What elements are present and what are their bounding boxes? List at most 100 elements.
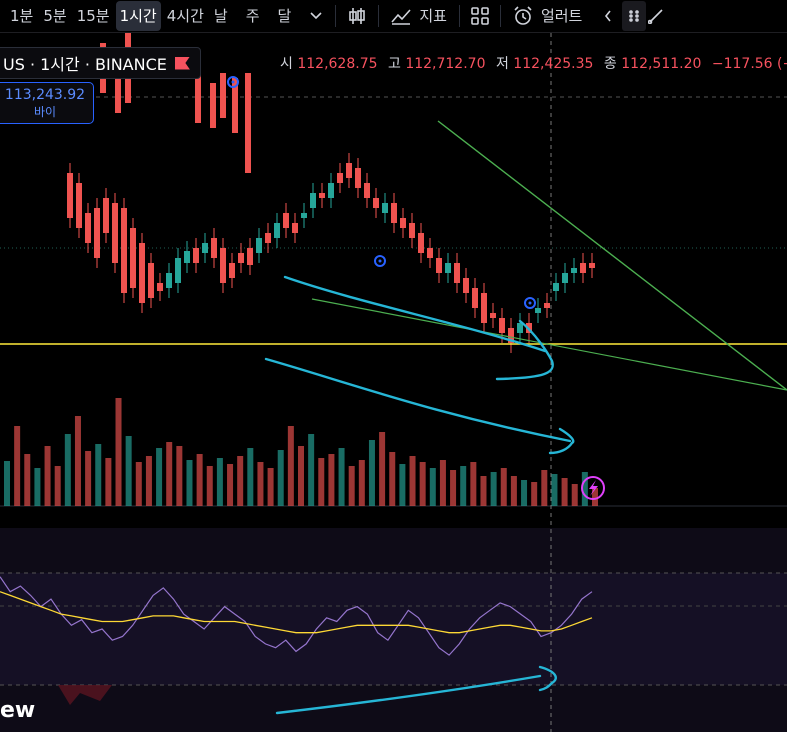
volume-bar bbox=[64, 434, 71, 506]
candle-body bbox=[85, 213, 91, 243]
flag-icon[interactable] bbox=[174, 56, 190, 70]
candle-body bbox=[238, 253, 244, 263]
chevron-down-icon[interactable] bbox=[305, 1, 327, 31]
candle-body bbox=[319, 193, 325, 198]
volume-bar bbox=[460, 466, 467, 506]
volume-bar bbox=[581, 472, 588, 506]
candle-body bbox=[232, 78, 238, 133]
volume-bar bbox=[358, 460, 365, 506]
timeframe-5[interactable]: 날 bbox=[213, 7, 228, 25]
candle-body bbox=[139, 243, 145, 303]
timeframe-3[interactable]: 1시간 bbox=[115, 1, 161, 31]
chevron-left-icon[interactable] bbox=[598, 1, 618, 31]
volume-bar bbox=[338, 448, 345, 506]
alerts-button[interactable]: 얼러트 bbox=[540, 7, 583, 25]
timeframe-1[interactable]: 5분 bbox=[43, 7, 67, 25]
candle-body bbox=[328, 183, 334, 198]
buy-order-button[interactable]: 113,243.92 바이 bbox=[0, 82, 94, 124]
alarm-clock-icon[interactable] bbox=[509, 1, 537, 31]
volume-bar bbox=[74, 416, 81, 506]
volume-bar bbox=[531, 482, 538, 506]
volume-bar bbox=[368, 440, 375, 506]
volume-bar bbox=[176, 446, 183, 506]
volume-bar bbox=[500, 468, 507, 506]
event-marker-dot bbox=[528, 301, 532, 305]
candle-body bbox=[274, 223, 280, 238]
candle-body bbox=[355, 168, 361, 188]
layout-grid-icon[interactable] bbox=[468, 1, 492, 31]
candle-body bbox=[148, 263, 154, 298]
candle-body bbox=[175, 258, 181, 283]
volume-bar bbox=[287, 426, 294, 506]
volume-bar bbox=[561, 478, 568, 506]
candle-body bbox=[220, 73, 226, 118]
rsi-ma-line bbox=[0, 591, 593, 634]
low-label: 저 bbox=[495, 56, 509, 72]
candle-body bbox=[157, 283, 163, 291]
volume-bar bbox=[135, 462, 142, 506]
volume-bar bbox=[592, 488, 598, 506]
descending-trendline bbox=[437, 120, 787, 391]
candle-body bbox=[544, 303, 550, 308]
candle-body bbox=[337, 173, 343, 183]
volume-bar bbox=[379, 432, 386, 506]
drawings-layer bbox=[0, 76, 787, 715]
candle-body bbox=[472, 288, 478, 308]
candle-body bbox=[130, 228, 136, 288]
indicators-button[interactable]: 지표 bbox=[419, 7, 447, 25]
symbol-legend[interactable]: US · 1시간 · BINANCE bbox=[0, 47, 201, 79]
candle-body bbox=[210, 83, 216, 128]
candle-body bbox=[256, 238, 262, 253]
divider bbox=[378, 5, 380, 27]
volume-bar bbox=[419, 462, 426, 506]
volume-bar bbox=[247, 448, 254, 506]
candles-icon[interactable] bbox=[344, 1, 370, 31]
candle-body bbox=[391, 203, 397, 223]
volume-bar bbox=[216, 458, 223, 506]
volume-bar bbox=[439, 460, 446, 506]
indicators-icon[interactable] bbox=[387, 1, 415, 31]
event-marker-dot bbox=[378, 259, 382, 263]
curved-arrow-3 bbox=[275, 665, 557, 715]
timeframe-2[interactable]: 15분 bbox=[76, 7, 110, 25]
lightning-bolt bbox=[589, 480, 598, 496]
candle-body bbox=[166, 273, 172, 288]
candle-body bbox=[427, 248, 433, 258]
divider bbox=[499, 5, 501, 27]
candle-body bbox=[202, 243, 208, 253]
draw-line-icon[interactable] bbox=[646, 1, 666, 31]
drag-handle-icon[interactable] bbox=[622, 1, 647, 31]
volume-bar bbox=[237, 456, 244, 506]
timeframe-6[interactable]: 주 bbox=[245, 7, 260, 25]
lower-trendline bbox=[311, 298, 787, 391]
volume-bar bbox=[409, 456, 416, 506]
volume-bar bbox=[227, 464, 234, 506]
rsi-oversold-fill bbox=[58, 685, 112, 705]
volume-bar bbox=[551, 474, 558, 506]
volume-bar bbox=[166, 442, 173, 506]
volume-bar bbox=[308, 434, 315, 506]
volume-bar bbox=[389, 452, 396, 506]
close-label: 종 bbox=[603, 56, 617, 72]
volume-bar bbox=[186, 460, 193, 506]
volume-bar bbox=[399, 464, 406, 506]
candle-body bbox=[229, 263, 235, 278]
candles-layer bbox=[67, 33, 595, 353]
candle-body bbox=[193, 248, 199, 263]
volume-bar bbox=[429, 468, 436, 506]
timeframe-4[interactable]: 4시간 bbox=[166, 7, 204, 25]
rsi-band bbox=[0, 573, 787, 685]
chart-canvas[interactable] bbox=[0, 33, 787, 732]
volume-bar bbox=[541, 470, 548, 506]
volume-bar bbox=[125, 436, 132, 506]
volume-bar bbox=[521, 480, 528, 506]
divider bbox=[335, 5, 337, 27]
volume-bar bbox=[267, 468, 274, 506]
event-marker bbox=[374, 255, 386, 267]
candle-body bbox=[364, 183, 370, 198]
timeframe-7[interactable]: 달 bbox=[277, 7, 292, 25]
grid-lines bbox=[0, 33, 787, 732]
candle-body bbox=[418, 233, 424, 253]
volume-bar bbox=[4, 461, 10, 506]
timeframe-0[interactable]: 1분 bbox=[10, 7, 34, 25]
